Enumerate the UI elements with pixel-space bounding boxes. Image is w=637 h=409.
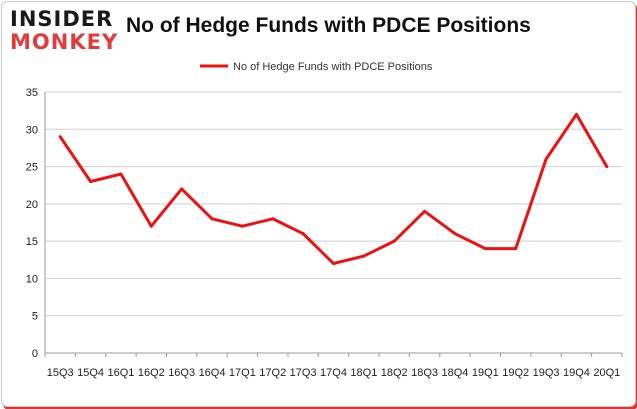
data-point: [362, 254, 366, 258]
x-tick-label: 18Q4: [442, 367, 469, 379]
x-tick-label: 20Q1: [593, 367, 620, 379]
x-tick-label: 16Q2: [138, 367, 165, 379]
x-tick-label: 19Q2: [502, 367, 529, 379]
data-point: [574, 112, 578, 116]
insider-monkey-logo: INSIDER MONKEY: [10, 7, 119, 60]
data-point: [149, 224, 153, 228]
data-point: [332, 262, 335, 266]
data-point: [210, 217, 214, 221]
legend: No of Hedge Funds with PDCE Positions: [200, 61, 433, 73]
y-tick-labels: 0 5 10 15 20 25 30 35: [26, 87, 38, 360]
logo-line-1: INSIDER: [10, 7, 114, 31]
data-point: [392, 239, 396, 243]
y-tick-label: 35: [26, 87, 38, 99]
x-tick-label: 18Q1: [350, 367, 377, 379]
y-tick-label: 5: [32, 311, 38, 323]
y-tick-label: 30: [26, 124, 38, 136]
x-tick-label: 17Q1: [229, 367, 256, 379]
x-tick-label: 19Q1: [472, 367, 499, 379]
data-point: [119, 172, 123, 176]
x-tick-label: 19Q3: [533, 367, 560, 379]
x-tick-label: 15Q4: [77, 367, 104, 379]
y-tick-label: 15: [26, 236, 38, 248]
data-point: [240, 224, 244, 228]
x-tick-label: 17Q2: [259, 367, 286, 379]
data-point: [58, 135, 62, 139]
x-tick-label: 15Q3: [47, 367, 74, 379]
data-point: [544, 157, 548, 161]
data-point: [514, 247, 518, 251]
x-tick-label: 16Q4: [199, 367, 226, 379]
y-tick-label: 25: [26, 162, 38, 174]
y-tick-label: 0: [32, 348, 38, 360]
series-group: [58, 112, 609, 266]
x-tick-label: 16Q1: [107, 367, 134, 379]
x-tick-label: 18Q2: [381, 367, 408, 379]
data-point: [180, 187, 184, 191]
axes: [44, 92, 623, 357]
x-tick-labels: 15Q3 15Q4 16Q1 16Q2 16Q3 16Q4 17Q1 17Q2 17Q3 17Q4…: [47, 367, 621, 379]
data-point: [605, 165, 609, 169]
x-tick-label: 19Q4: [563, 367, 590, 379]
x-tick-label: 17Q4: [320, 367, 347, 379]
x-tick-label: 18Q3: [411, 367, 438, 379]
gridlines: [45, 91, 622, 317]
data-point: [453, 232, 457, 236]
logo-line-2: MONKEY: [10, 30, 119, 54]
x-tick-label: 16Q3: [168, 367, 195, 379]
legend-label: No of Hedge Funds with PDCE Positions: [233, 61, 433, 73]
data-point: [423, 209, 427, 213]
data-point: [301, 232, 305, 236]
data-point: [271, 217, 275, 221]
x-tick-label: 17Q3: [290, 367, 317, 379]
y-tick-label: 10: [26, 273, 38, 285]
data-point: [89, 179, 93, 183]
data-point: [483, 247, 487, 251]
y-tick-label: 20: [26, 199, 38, 211]
chart-title: No of Hedge Funds with PDCE Positions: [126, 14, 531, 37]
